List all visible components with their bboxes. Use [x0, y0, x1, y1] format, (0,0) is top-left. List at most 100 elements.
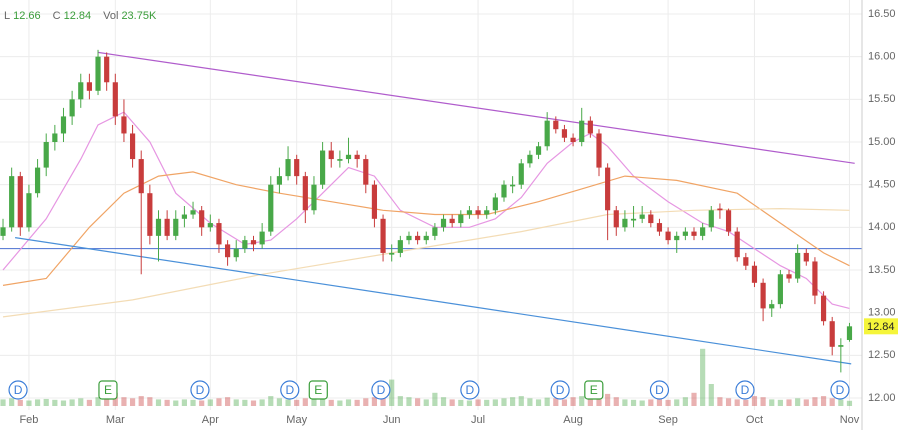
- event-label: E: [590, 383, 598, 397]
- volume-bar: [648, 399, 654, 406]
- volume-bar: [129, 398, 136, 406]
- volume-bar: [216, 398, 222, 406]
- volume-bar: [302, 398, 308, 406]
- volume-bar: [121, 397, 127, 406]
- volume-bar: [406, 397, 412, 406]
- volume-bar: [553, 398, 559, 406]
- event-marker: [584, 380, 604, 400]
- volume-bar: [820, 396, 827, 406]
- volume-bar: [181, 399, 187, 406]
- volume-bar: [17, 399, 23, 406]
- volume-bar: [544, 397, 550, 406]
- candle-body: [268, 184, 274, 232]
- event-label: D: [466, 383, 475, 397]
- volume-bar: [777, 399, 783, 406]
- candle-body: [613, 210, 619, 228]
- candle-body: [803, 252, 809, 262]
- volume-bar: [829, 398, 835, 406]
- candle-body: [829, 321, 835, 347]
- candle-body: [181, 214, 187, 219]
- candle-body: [475, 210, 481, 215]
- x-tick-label: Feb: [19, 414, 38, 426]
- candle-body: [112, 82, 118, 117]
- candle-body: [561, 129, 568, 138]
- volume-bar: [691, 392, 697, 406]
- event-marker: [371, 380, 391, 400]
- event-marker: [308, 380, 328, 400]
- candle-body: [380, 218, 386, 253]
- candle-body: [743, 257, 749, 266]
- volume-bar: [449, 399, 455, 406]
- volume-bar: [138, 396, 144, 406]
- candle-body: [795, 252, 801, 279]
- volume-bar: [760, 397, 766, 406]
- candle-body: [43, 142, 49, 168]
- candle-body: [173, 218, 179, 236]
- header-label: C: [53, 10, 61, 22]
- candle-body: [354, 154, 360, 160]
- candle-body: [216, 223, 222, 245]
- volume-bar: [389, 379, 395, 406]
- volume-bar: [475, 399, 481, 406]
- volume-bar: [363, 398, 369, 406]
- volume-bar: [86, 399, 92, 406]
- event-label: E: [314, 383, 322, 397]
- x-tick-label: Apr: [202, 414, 219, 426]
- candle-body: [78, 82, 84, 100]
- header-value: 12.66: [13, 10, 41, 22]
- candle-body: [302, 176, 308, 211]
- header-value: 23.75K: [121, 10, 157, 22]
- candle-body: [311, 184, 317, 211]
- y-tick-label: 13.50: [868, 264, 896, 276]
- volume-bar: [700, 348, 706, 406]
- volume-bar: [484, 399, 490, 406]
- candle-body: [164, 218, 170, 236]
- candle-body: [199, 210, 205, 228]
- candle-body: [466, 210, 473, 215]
- candle-body: [553, 120, 559, 130]
- y-tick-label: 13.00: [868, 307, 896, 319]
- candle-body: [725, 210, 732, 232]
- candle-body: [492, 197, 498, 211]
- volume-bar: [769, 399, 775, 406]
- event-marker: [280, 380, 300, 400]
- event-label: D: [14, 383, 23, 397]
- volume-bar: [432, 392, 438, 406]
- volume-bar: [527, 398, 533, 406]
- candle-body: [518, 163, 524, 185]
- volume-bar: [52, 399, 58, 406]
- volume-bar: [605, 393, 611, 406]
- volume-bar: [630, 399, 637, 406]
- event-marker: [735, 380, 755, 400]
- candle-body: [656, 223, 663, 232]
- volume-bar: [285, 399, 291, 406]
- candle-body: [760, 282, 766, 309]
- volume-bar: [173, 400, 179, 406]
- candle-body: [0, 227, 6, 236]
- candle-body: [69, 99, 75, 117]
- candle-body: [406, 235, 412, 241]
- candle-body: [17, 176, 23, 228]
- candle-body: [233, 248, 239, 258]
- candle-body: [397, 240, 403, 253]
- candle-body: [734, 231, 740, 258]
- volume-bar: [9, 398, 15, 406]
- volume-bar: [225, 397, 231, 406]
- volume-bar: [717, 397, 723, 406]
- candle-body: [700, 227, 706, 236]
- candle-body: [371, 184, 378, 219]
- header-label: L: [4, 10, 10, 22]
- candle-body: [717, 208, 723, 211]
- volume-bar: [320, 398, 326, 406]
- candle-body: [294, 159, 300, 177]
- candle-body: [389, 252, 395, 255]
- x-tick-label: Jul: [471, 414, 485, 426]
- candle-body: [622, 218, 628, 228]
- candle-body: [820, 295, 827, 322]
- candle-body: [207, 223, 213, 228]
- volume-bar: [423, 399, 429, 406]
- volume-bar: [786, 399, 792, 406]
- x-tick-label: Mar: [106, 414, 125, 426]
- event-marker: [830, 380, 850, 400]
- candle-body: [708, 210, 714, 228]
